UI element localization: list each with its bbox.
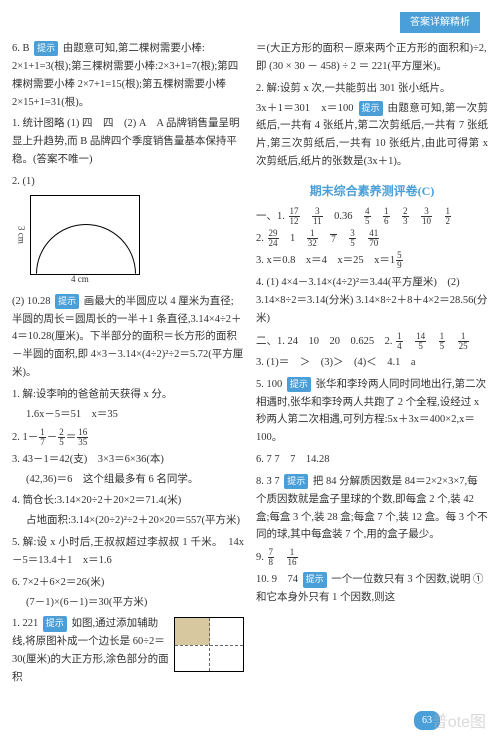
sec1-2: 2. 2924 1 132 7 35 4170 (256, 229, 488, 248)
r2-eq-text: 3x＋1＝301 x＝100 (256, 103, 354, 114)
f: 4170 (368, 229, 379, 248)
s2-8-lead: 8. 3 7 (256, 476, 280, 487)
sec1-4: 4. (1) 4×4－3.14×(4÷2)²＝3.44(平方厘米) (2) 3.… (256, 274, 488, 328)
stat-item: 1. 统计图略 (1) 四 四 (2) A A 品牌销售量呈明显上升趋势,而 B… (12, 115, 244, 169)
f: 7 (330, 234, 337, 244)
frac-1-7: 17 (39, 428, 46, 447)
item-2-2: (2) 10.28 提示 画最大的半圆应以 4 厘米为直径;半圆的周长＝圆周长的… (12, 293, 244, 382)
r-item2: 2. 解:设剪 x 次,一共能剪出 301 张小纸片。 3x＋1＝301 x＝1… (256, 80, 488, 171)
s2-lead: 二、1. 24 10 20 0.625 (256, 336, 374, 347)
stat-lead: 1. 统计图略 (12, 118, 65, 129)
item-frac-2: 2. 1－17－25＝1635 (12, 428, 244, 447)
content-area: 6. B 提示 由题意可知,第二棵树需要小棒: 2×1+1=3(根);第三棵树需… (0, 0, 500, 711)
width-label: 4 cm (71, 272, 89, 287)
eq: ＝ (66, 432, 77, 443)
hint-icon: 提示 (55, 294, 79, 309)
sec2-8: 8. 3 7 提示 把 84 分解质因数是 84＝2×2×3×7,每个质因数就是… (256, 473, 488, 544)
s1-3: 3. x＝0.8 x＝4 x＝25 x＝1 (256, 255, 395, 266)
f: 15 (439, 332, 446, 351)
solve-1: 1. 解:设李响的爸爸前天获得 x 分。 1.6x－5＝51 x＝35 (12, 386, 244, 424)
right-column: ＝(大正方形的面积－原来两个正方形的面积和)÷2,即 (30 × 30 － 45… (256, 40, 488, 691)
f: 311 (312, 207, 323, 226)
height-label: 3 cm (13, 226, 28, 244)
s2-3: 3. (1)＝ ＞ (3)＞ (4)＜ 4.1 a (256, 357, 416, 368)
item-4: 4. 筒仓长:3.14×20÷2＋20×2＝71.4(米) 占地面积:3.14×… (12, 492, 244, 530)
f: 35 (349, 229, 356, 248)
sec2-3: 3. (1)＝ ＞ (3)＞ (4)＜ 4.1 a (256, 354, 488, 372)
lead-221: 1. 221 (12, 618, 38, 629)
hline (175, 645, 243, 646)
f: 23 (402, 207, 409, 226)
hint-icon: 提示 (43, 616, 67, 631)
sec2-5: 5. 100 提示 张华和李玲两人同时同地出行,第二次相遇时,张华和李玲两人共跑… (256, 376, 488, 447)
page-header: 答案详解精析 (400, 12, 480, 33)
shade (175, 618, 210, 645)
cont-top: ＝(大正方形的面积－原来两个正方形的面积和)÷2,即 (30 × 30 － 45… (256, 40, 488, 76)
p3a: 3. 43－1＝42(支) 3×3＝6×36(本) (12, 451, 244, 469)
section-title-c: 期末综合素养测评卷(C) (256, 181, 488, 201)
f: 12 (445, 207, 452, 226)
r2-lead: 2. 解:设剪 x 次,一共能剪出 301 张小纸片。 (256, 80, 488, 98)
f: 16 (383, 207, 390, 226)
s2-10-lead: 10. 9 74 (256, 574, 298, 585)
text-2-2: 画最大的半圆应以 4 厘米为直径;半圆的周长＝圆周长的一半＋1 条直径,3.14… (12, 296, 243, 378)
p6a: 6. 7×2＋6×2＝26(米) (12, 574, 244, 592)
frac-16-35: 1635 (77, 428, 88, 447)
f: 2924 (268, 229, 279, 248)
f: 310 (421, 207, 432, 226)
f: 59 (396, 251, 403, 270)
f: 45 (364, 207, 371, 226)
s1-lead: 一、1. (256, 211, 285, 222)
p6b: (7－1)×(6－1)＝30(平方米) (12, 594, 244, 612)
p4b: 占地面积:3.14×(20÷2)²÷2＋20×20＝557(平方米) (12, 512, 244, 530)
sec1-3: 3. x＝0.8 x＝4 x＝25 x＝159 (256, 251, 488, 270)
sec1-1: 一、1. 1712 311 0.36 45 16 23 310 12 (256, 207, 488, 226)
r2-eq: 3x＋1＝301 x＝100 提示 由题意可知,第一次剪纸后,一共有 4 张纸片… (256, 100, 488, 171)
p3b: (42,36)＝6 这个组最多有 6 名同学。 (12, 471, 244, 489)
p4a: 4. 筒仓长:3.14×20÷2＋20×2＝71.4(米) (12, 492, 244, 510)
f: 14 (396, 332, 403, 351)
frac-2-5: 25 (58, 428, 65, 447)
watermark: 普ote图 (432, 709, 486, 736)
item-221: 1. 221 提示 如图,通过添加辅助线,将原图补成一个边长是 60÷2＝30(… (12, 615, 244, 686)
solve-1-lead: 1. 解:设李响的爸爸前天获得 x 分。 (12, 386, 244, 404)
f: 145 (415, 332, 426, 351)
lead-2-1: 2. (1) (12, 176, 35, 187)
s2-5-lead: 5. 100 (256, 379, 282, 390)
hint-icon: 提示 (287, 377, 311, 392)
lead-6b: 6. B (12, 43, 30, 54)
sec2-1: 二、1. 24 10 20 0.625 2. 14 145 15 125 (256, 332, 488, 351)
f: 116 (287, 548, 298, 567)
semicircle-diagram: 4 cm 3 cm (30, 195, 140, 275)
cont-text: ＝(大正方形的面积－原来两个正方形的面积和)÷2,即 (30 × 30 － 45… (256, 43, 487, 72)
item-6b: 6. B 提示 由题意可知,第二棵树需要小棒: 2×1+1=3(根);第三棵树需… (12, 40, 244, 111)
mid: － (47, 432, 58, 443)
f: 78 (268, 548, 275, 567)
p2-lead: 2. 1－ (12, 432, 38, 443)
square-diagram (174, 617, 244, 672)
left-column: 6. B 提示 由题意可知,第二棵树需要小棒: 2×1+1=3(根);第三棵树需… (12, 40, 244, 691)
sec2-10: 10. 9 74 提示 一个一位数只有 3 个因数,说明 ① 和它本身外只有 1… (256, 571, 488, 607)
s1-4: 4. (1) 4×4－3.14×(4÷2)²＝3.44(平方厘米) (2) 3.… (256, 277, 487, 324)
f: 132 (307, 229, 318, 248)
lead-2-2: (2) 10.28 (12, 296, 51, 307)
item-3: 3. 43－1＝42(支) 3×3＝6×36(本) (42,36)＝6 这个组最… (12, 451, 244, 489)
sec2-67: 6. 7 7 7 14.28 (256, 451, 488, 469)
item-2-1: 2. (1) 4 cm 3 cm (12, 173, 244, 275)
hint-icon: 提示 (284, 474, 308, 489)
p5: 5. 解:设 x 小时后,王叔叔超过李叔叔 1 千米。 14x－5＝13.4＋1… (12, 534, 244, 570)
solve-1-eq: 1.6x－5＝51 x＝35 (12, 406, 244, 424)
hint-icon: 提示 (303, 572, 327, 587)
s2-67: 6. 7 7 7 14.28 (256, 454, 330, 465)
item-5: 5. 解:设 x 小时后,王叔叔超过李叔叔 1 千米。 14x－5＝13.4＋1… (12, 534, 244, 570)
sec2-9: 9. 78 116 (256, 548, 488, 567)
item-6: 6. 7×2＋6×2＝26(米) (7－1)×(6－1)＝30(平方米) (12, 574, 244, 612)
f: 125 (458, 332, 469, 351)
f: 1712 (289, 207, 300, 226)
hint-icon: 提示 (359, 101, 383, 116)
hint-icon: 提示 (34, 41, 58, 56)
